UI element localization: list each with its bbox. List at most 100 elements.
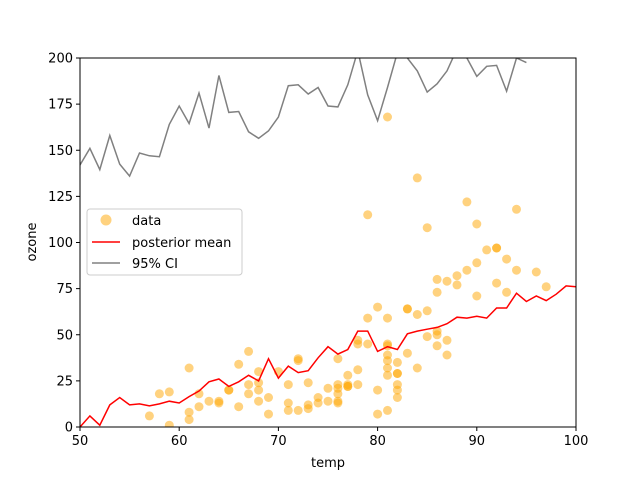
data-point bbox=[492, 278, 502, 288]
data-point bbox=[254, 396, 264, 406]
data-point bbox=[531, 267, 541, 277]
data-point bbox=[422, 332, 432, 342]
data-point bbox=[293, 354, 303, 364]
legend-ci-label: 95% CI bbox=[132, 257, 178, 272]
data-point bbox=[392, 369, 402, 378]
legend-data-label: data bbox=[132, 214, 161, 229]
data-point bbox=[184, 363, 194, 373]
x-tick-label: 100 bbox=[564, 434, 589, 449]
data-point bbox=[502, 287, 512, 297]
data-point bbox=[383, 363, 392, 373]
data-point bbox=[244, 389, 254, 399]
data-point bbox=[353, 365, 363, 375]
data-point bbox=[412, 310, 422, 319]
legend-box bbox=[86, 208, 243, 276]
data-point bbox=[303, 404, 313, 414]
data-point bbox=[204, 396, 214, 406]
data-point bbox=[442, 276, 452, 286]
ci-layer bbox=[80, 58, 527, 178]
data-point bbox=[383, 313, 392, 323]
mean-layer bbox=[80, 285, 576, 427]
x-tick-label: 70 bbox=[270, 434, 287, 449]
data-point bbox=[293, 405, 303, 415]
data-point bbox=[392, 385, 402, 395]
data-point bbox=[383, 112, 392, 122]
data-point bbox=[472, 258, 482, 268]
data-point bbox=[432, 274, 442, 284]
data-point bbox=[353, 380, 363, 390]
data-point bbox=[184, 415, 194, 425]
y-tick-label: 150 bbox=[48, 144, 73, 159]
y-tick-label: 125 bbox=[48, 190, 73, 205]
data-point bbox=[313, 398, 323, 408]
data-point bbox=[154, 389, 164, 399]
y-tick-label: 200 bbox=[48, 52, 73, 67]
data-point bbox=[432, 330, 442, 340]
y-tick-label: 100 bbox=[48, 236, 73, 251]
legend-data-marker bbox=[100, 214, 112, 226]
legend-mean-label: posterior mean bbox=[132, 236, 231, 251]
data-point bbox=[512, 265, 521, 275]
data-point bbox=[283, 398, 293, 408]
data-point bbox=[422, 223, 432, 233]
data-point bbox=[541, 282, 551, 292]
x-axis: 50 60 70 80 90 100 bbox=[72, 427, 589, 449]
data-point bbox=[452, 280, 462, 290]
data-point bbox=[323, 383, 333, 393]
y-tick-label: 50 bbox=[56, 328, 73, 343]
data-point bbox=[283, 380, 293, 390]
data-point bbox=[383, 356, 392, 366]
data-point bbox=[214, 396, 224, 406]
data-point bbox=[353, 339, 363, 349]
data-point bbox=[363, 339, 373, 349]
y-tick-label: 75 bbox=[56, 282, 73, 297]
data-point bbox=[512, 204, 521, 214]
data-point bbox=[303, 378, 313, 388]
data-point bbox=[442, 350, 452, 360]
data-point bbox=[333, 354, 343, 364]
data-point bbox=[472, 219, 482, 229]
data-point bbox=[432, 341, 442, 351]
ci-line bbox=[80, 58, 527, 178]
data-point bbox=[333, 396, 343, 406]
data-point bbox=[234, 359, 244, 369]
data-point bbox=[194, 402, 204, 412]
x-tick-label: 80 bbox=[369, 434, 386, 449]
x-tick-label: 60 bbox=[171, 434, 188, 449]
data-point bbox=[283, 405, 293, 415]
data-point bbox=[254, 385, 264, 395]
y-tick-label: 0 bbox=[65, 421, 73, 436]
data-point bbox=[144, 411, 154, 421]
data-point bbox=[363, 210, 373, 220]
data-point bbox=[373, 302, 383, 312]
x-tick-label: 50 bbox=[72, 434, 89, 449]
data-point bbox=[323, 396, 333, 406]
data-point bbox=[244, 380, 254, 390]
data-point bbox=[254, 367, 264, 377]
data-point bbox=[164, 387, 174, 397]
data-point bbox=[502, 254, 512, 264]
y-tick-label: 175 bbox=[48, 98, 73, 113]
data-point bbox=[492, 243, 502, 253]
mean-line bbox=[80, 285, 576, 427]
data-point bbox=[432, 287, 442, 297]
y-axis: 0 25 50 75 100 125 150 175 200 bbox=[48, 52, 80, 436]
data-point bbox=[383, 370, 392, 380]
data-point bbox=[333, 389, 343, 399]
data-point bbox=[472, 291, 482, 301]
data-point bbox=[264, 409, 273, 419]
data-point bbox=[373, 385, 383, 395]
data-point bbox=[442, 335, 452, 345]
data-point bbox=[373, 409, 383, 419]
data-point bbox=[412, 363, 422, 373]
data-point bbox=[343, 370, 353, 380]
y-tick-label: 25 bbox=[56, 374, 73, 389]
data-point bbox=[482, 245, 492, 255]
data-point bbox=[462, 265, 472, 275]
data-point bbox=[462, 197, 472, 207]
data-point bbox=[422, 306, 432, 316]
x-axis-label: temp bbox=[311, 456, 345, 471]
data-point bbox=[264, 393, 273, 402]
data-point bbox=[412, 173, 422, 183]
